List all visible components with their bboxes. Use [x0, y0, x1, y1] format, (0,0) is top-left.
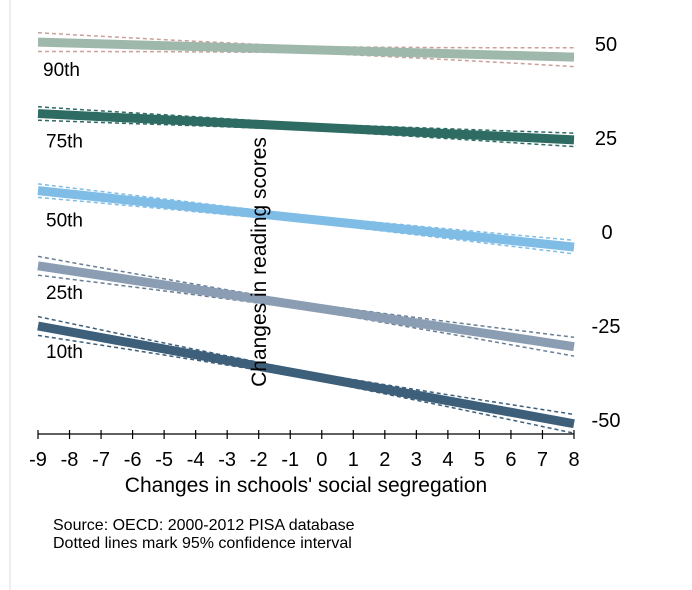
y-tick-label: 0 [601, 222, 612, 244]
series-label: 90th [43, 60, 80, 81]
line-50th [37, 186, 575, 252]
x-tick-label: 0 [316, 449, 327, 471]
x-tick-label: -8 [61, 449, 79, 471]
x-tick-label: -6 [124, 449, 142, 471]
x-tick-label: 5 [474, 449, 485, 471]
x-tick-label: -1 [281, 449, 299, 471]
x-tick-label: 8 [568, 449, 579, 471]
series-10th: 10th [37, 315, 575, 434]
y-tick-label: 50 [595, 34, 617, 56]
x-axis-title: Changes in schools' social segregation [125, 474, 487, 497]
y-tick-label: -50 [592, 410, 621, 432]
x-tick-label: -9 [29, 449, 47, 471]
series-layer: 90th 75th 50th 25th 10th [37, 31, 575, 434]
ci-note: Dotted lines mark 95% confidence interva… [53, 535, 352, 552]
series-90th: 90th [37, 31, 575, 81]
x-tick-label: -5 [155, 449, 173, 471]
ci-lower-10th [37, 334, 575, 434]
ci-lower-50th [37, 196, 575, 255]
source-note: Source: OECD: 2000-2012 PISA database [53, 517, 355, 534]
line-75th [37, 109, 575, 145]
x-tick-label: 7 [537, 449, 548, 471]
y-tick-label: -25 [592, 316, 621, 338]
y-axis-title: Changes in reading scores [248, 137, 271, 387]
x-tick-label: -2 [250, 449, 268, 471]
series-label: 50th [46, 211, 83, 232]
x-tick-label: 1 [348, 449, 359, 471]
x-tick-label: -7 [92, 449, 110, 471]
ci-upper-25th [37, 255, 575, 339]
line-90th [37, 37, 575, 62]
series-50th: 50th [37, 183, 575, 255]
series-25th: 25th [37, 255, 575, 357]
x-tick-label: 3 [411, 449, 422, 471]
x-axis: -9 -8 -7 -6 -5 -4 -3 -2 -1 0 1 2 3 4 5 6 7 8 [29, 430, 580, 471]
series-label: 75th [46, 132, 83, 153]
y-axis: 50 25 0 -25 -50 [592, 34, 621, 432]
x-tick-label: -4 [187, 449, 205, 471]
series-75th: 75th [37, 106, 575, 153]
x-tick-label: -3 [218, 449, 236, 471]
ci-upper-50th [37, 183, 575, 242]
x-tick-label: 2 [379, 449, 390, 471]
y-tick-label: 25 [595, 128, 617, 150]
series-label: 10th [46, 342, 83, 363]
series-label: 25th [46, 283, 83, 304]
line-10th [37, 321, 575, 429]
ci-lower-25th [37, 274, 575, 357]
x-tick-label: 6 [505, 449, 516, 471]
line-25th [37, 261, 575, 352]
x-tick-label: 4 [442, 449, 453, 471]
